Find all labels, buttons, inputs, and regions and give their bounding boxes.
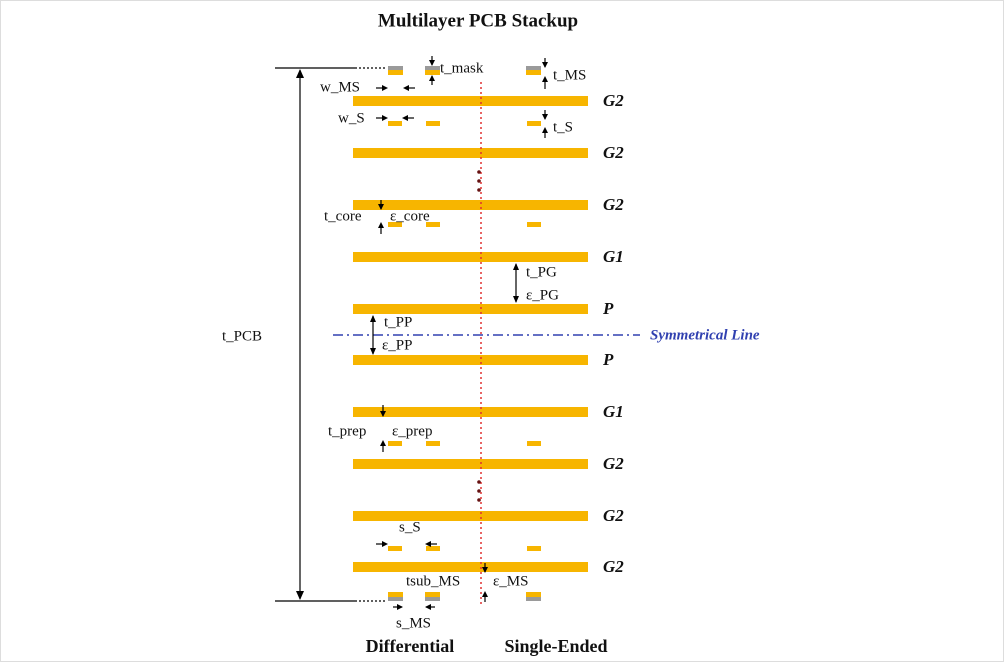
symmetrical-line-label: Symmetrical Line (650, 327, 760, 343)
layer-label: G1 (603, 247, 624, 266)
layer-label: P (602, 350, 614, 369)
ellipsis-dots (477, 170, 481, 502)
annotation: t_MS (553, 67, 586, 83)
footer-label: Differential (366, 636, 455, 656)
annotation: t_S (553, 119, 573, 135)
layer-label: G2 (603, 506, 624, 525)
annotation: s_MS (396, 615, 431, 631)
annotation: t_PG (526, 264, 557, 280)
annotation: ε_PP (382, 337, 412, 353)
title: Multilayer PCB Stackup (378, 10, 578, 31)
annotation: t_PP (384, 314, 412, 330)
annotation: ε_MS (493, 573, 528, 589)
annotation: w_MS (320, 79, 360, 95)
layer-label: P (602, 299, 614, 318)
annotation: t_core (324, 208, 362, 224)
layer-label: G2 (603, 454, 624, 473)
layer-label: G1 (603, 402, 624, 421)
layer-label: G2 (603, 91, 624, 110)
planes (353, 96, 588, 572)
annotation: tsub_MS (406, 573, 460, 589)
annotation: ε_PG (526, 287, 559, 303)
layer-label: G2 (603, 557, 624, 576)
annotation: s_S (399, 519, 421, 535)
footer-label: Single-Ended (504, 636, 607, 656)
dimension-arrows (370, 56, 548, 610)
layer-label: G2 (603, 195, 624, 214)
annotation: w_S (338, 110, 365, 126)
layer-label: G2 (603, 143, 624, 162)
annotation: ε_prep (392, 423, 432, 439)
annotation: t_PCB (222, 328, 262, 344)
annotation: ε_core (390, 208, 430, 224)
annotation: t_mask (440, 60, 484, 76)
traces (388, 66, 541, 601)
annotation: t_prep (328, 423, 366, 439)
pcb-thickness (275, 67, 385, 602)
